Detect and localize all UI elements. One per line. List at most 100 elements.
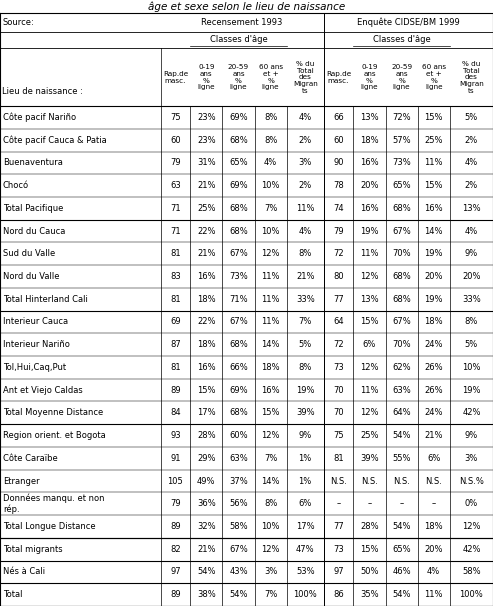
- Text: –: –: [367, 499, 372, 508]
- Text: 70: 70: [333, 385, 344, 395]
- Text: 16%: 16%: [360, 158, 379, 167]
- Text: Classes d'âge: Classes d'âge: [210, 36, 267, 44]
- Text: 1%: 1%: [299, 454, 312, 463]
- Text: 68%: 68%: [392, 204, 411, 213]
- Text: 6%: 6%: [427, 454, 440, 463]
- Text: 15%: 15%: [424, 113, 443, 122]
- Text: 79: 79: [170, 158, 181, 167]
- Text: 66%: 66%: [229, 363, 248, 372]
- Text: 0-19
ans
%
ligne: 0-19 ans % ligne: [360, 64, 378, 90]
- Text: 4%: 4%: [299, 113, 312, 122]
- Text: 73%: 73%: [392, 158, 411, 167]
- Text: 12%: 12%: [261, 431, 280, 440]
- Text: 29%: 29%: [197, 454, 215, 463]
- Text: 2%: 2%: [465, 181, 478, 190]
- Text: 72%: 72%: [392, 113, 411, 122]
- Text: 83: 83: [170, 272, 181, 281]
- Text: 20%: 20%: [424, 272, 443, 281]
- Text: 36%: 36%: [197, 499, 216, 508]
- Text: 69%: 69%: [229, 181, 248, 190]
- Text: 55%: 55%: [392, 454, 411, 463]
- Text: 20%: 20%: [360, 181, 379, 190]
- Text: 24%: 24%: [424, 408, 443, 418]
- Text: 97: 97: [333, 567, 344, 576]
- Text: 42%: 42%: [462, 408, 481, 418]
- Text: Tol,Hui,Caq,Put: Tol,Hui,Caq,Put: [3, 363, 66, 372]
- Text: 10%: 10%: [462, 363, 481, 372]
- Text: 43%: 43%: [229, 567, 248, 576]
- Text: Rap.de
masc.: Rap.de masc.: [326, 71, 351, 84]
- Text: 16%: 16%: [197, 363, 215, 372]
- Text: 28%: 28%: [197, 431, 215, 440]
- Text: 62%: 62%: [392, 363, 411, 372]
- Text: 7%: 7%: [264, 454, 277, 463]
- Text: 35%: 35%: [360, 590, 379, 599]
- Text: 0%: 0%: [465, 499, 478, 508]
- Text: 18%: 18%: [197, 340, 215, 349]
- Text: Ant et Viejo Caldas: Ant et Viejo Caldas: [3, 385, 83, 395]
- Text: 7%: 7%: [264, 204, 277, 213]
- Text: 21%: 21%: [197, 545, 215, 554]
- Text: 11%: 11%: [424, 590, 443, 599]
- Text: Total: Total: [3, 590, 23, 599]
- Text: 72: 72: [333, 340, 344, 349]
- Text: 42%: 42%: [462, 545, 481, 554]
- Text: Côte pacif Cauca & Patia: Côte pacif Cauca & Patia: [3, 135, 106, 145]
- Text: 6%: 6%: [298, 499, 312, 508]
- Text: 65%: 65%: [229, 158, 248, 167]
- Text: 77: 77: [333, 522, 344, 531]
- Text: 8%: 8%: [264, 113, 277, 122]
- Text: Buenaventura: Buenaventura: [3, 158, 63, 167]
- Text: 18%: 18%: [360, 136, 379, 145]
- Text: 58%: 58%: [462, 567, 481, 576]
- Text: 13%: 13%: [360, 113, 379, 122]
- Text: 78: 78: [333, 181, 344, 190]
- Text: 73: 73: [333, 363, 344, 372]
- Text: 81: 81: [170, 249, 181, 258]
- Text: 31%: 31%: [197, 158, 215, 167]
- Text: 12%: 12%: [360, 363, 379, 372]
- Text: –: –: [399, 499, 404, 508]
- Text: 20%: 20%: [462, 272, 481, 281]
- Text: 68%: 68%: [392, 295, 411, 304]
- Text: 9%: 9%: [465, 431, 478, 440]
- Text: Interieur Cauca: Interieur Cauca: [3, 318, 68, 327]
- Text: 4%: 4%: [299, 227, 312, 236]
- Text: 60%: 60%: [229, 431, 248, 440]
- Text: 21%: 21%: [197, 181, 215, 190]
- Text: N.S.: N.S.: [425, 476, 442, 485]
- Text: Total migrants: Total migrants: [3, 545, 63, 554]
- Text: Total Pacifique: Total Pacifique: [3, 204, 63, 213]
- Text: 65%: 65%: [392, 545, 411, 554]
- Text: Rap.de
masc.: Rap.de masc.: [163, 71, 188, 84]
- Text: Interieur Nariño: Interieur Nariño: [3, 340, 70, 349]
- Text: N.S.: N.S.: [330, 476, 347, 485]
- Text: 15%: 15%: [424, 181, 443, 190]
- Text: 50%: 50%: [360, 567, 379, 576]
- Text: 11%: 11%: [261, 295, 280, 304]
- Text: 20-59
ans
%
ligne: 20-59 ans % ligne: [391, 64, 412, 90]
- Text: 0-19
ans
%
ligne: 0-19 ans % ligne: [198, 64, 215, 90]
- Text: % du
Total
des
Migran
ts: % du Total des Migran ts: [459, 61, 484, 94]
- Text: N.S.: N.S.: [361, 476, 378, 485]
- Text: 89: 89: [170, 522, 181, 531]
- Text: Chocó: Chocó: [3, 181, 29, 190]
- Text: 100%: 100%: [459, 590, 483, 599]
- Text: 10%: 10%: [261, 522, 280, 531]
- Text: 12%: 12%: [360, 272, 379, 281]
- Text: 5%: 5%: [465, 113, 478, 122]
- Text: 33%: 33%: [462, 295, 481, 304]
- Text: 57%: 57%: [392, 136, 411, 145]
- Text: 12%: 12%: [261, 249, 280, 258]
- Text: 8%: 8%: [465, 318, 478, 327]
- Text: 25%: 25%: [360, 431, 379, 440]
- Text: 60 ans
et +
%
ligne: 60 ans et + % ligne: [258, 64, 282, 90]
- Text: 21%: 21%: [296, 272, 315, 281]
- Text: 9%: 9%: [465, 249, 478, 258]
- Text: Sud du Valle: Sud du Valle: [3, 249, 55, 258]
- Text: 11%: 11%: [360, 249, 379, 258]
- Text: 67%: 67%: [392, 227, 411, 236]
- Text: Données manqu. et non
rép.: Données manqu. et non rép.: [3, 493, 105, 514]
- Text: 37%: 37%: [229, 476, 248, 485]
- Text: 2%: 2%: [299, 136, 312, 145]
